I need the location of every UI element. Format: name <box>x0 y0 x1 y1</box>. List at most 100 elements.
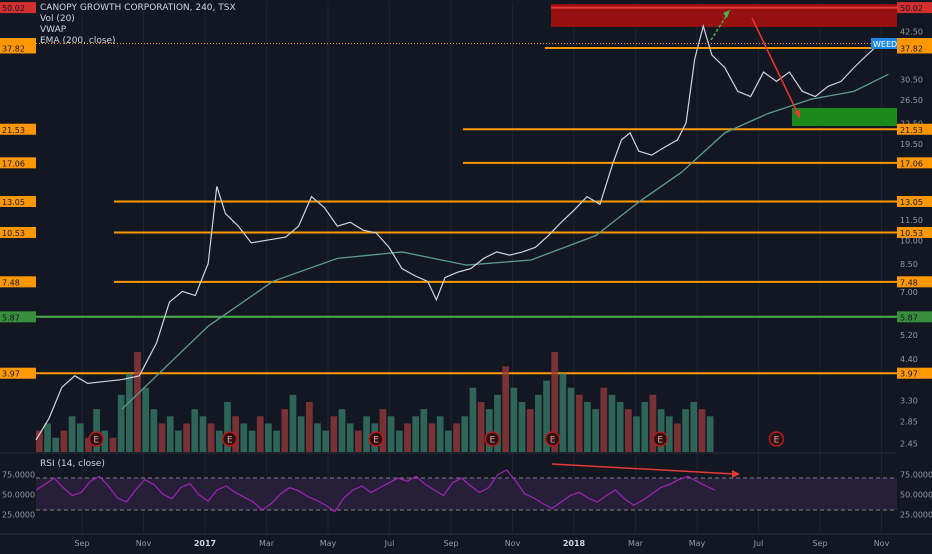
volume-bar <box>355 430 362 452</box>
volume-bar <box>248 430 256 452</box>
y-axis-tick-label: 10.53 <box>900 229 923 238</box>
volume-bar <box>273 430 280 452</box>
earnings-marker-label: E <box>657 436 663 446</box>
volume-bar <box>52 437 60 452</box>
volume-bar <box>592 409 599 452</box>
volume-bar <box>207 423 215 452</box>
x-axis-tick-label: May <box>689 539 706 548</box>
earnings-marker-label: E <box>373 436 379 446</box>
y-axis-price-tag <box>897 42 932 54</box>
volume-bar <box>428 423 436 452</box>
left-price-tag-label: 7.48 <box>2 278 20 287</box>
horizontal-levels <box>36 6 897 375</box>
volume-bar <box>68 416 76 452</box>
ticker-tag-label: WEED <box>873 40 897 49</box>
left-price-tag-label: 37.82 <box>2 44 25 53</box>
volume-bar <box>191 409 199 452</box>
volume-bar <box>502 366 509 452</box>
left-price-tag-label: 50.02 <box>2 4 25 13</box>
volume-bar <box>543 380 550 452</box>
volume-bar <box>224 402 231 452</box>
volume-bar <box>379 409 387 452</box>
volume-bar <box>166 416 174 452</box>
volume-bar <box>674 423 681 452</box>
y-axis-price-tag <box>897 276 932 288</box>
volume-bar <box>485 409 493 452</box>
volume-bar <box>469 387 477 452</box>
y-axis-tick-label: 2.45 <box>900 439 918 448</box>
rsi-axis-tick-label: 50.0000 <box>900 491 932 500</box>
y-axis-tick-label: 7.00 <box>900 288 918 297</box>
y-axis-tick-label: 3.97 <box>900 370 918 379</box>
y-axis-tick-label: 4.40 <box>900 355 918 364</box>
volume-bar <box>445 430 452 452</box>
volume-bar <box>363 416 370 452</box>
left-price-tag-label: 10.53 <box>2 229 25 238</box>
rsi-axis-tick-label-left: 50.0000 <box>2 491 35 500</box>
x-axis-tick-label: Sep <box>812 539 827 548</box>
volume-bar <box>641 402 649 452</box>
left-price-tag <box>0 2 36 14</box>
volume-bar <box>510 387 518 452</box>
target-zone <box>792 108 898 126</box>
left-price-tag <box>0 157 36 169</box>
ema-line <box>121 73 889 410</box>
legend-ema: EMA (200, close) <box>40 36 116 46</box>
earnings-marker-label: E <box>93 436 99 446</box>
volume-bar <box>76 423 84 452</box>
rsi-axis-tick-label: 25.0000 <box>900 511 932 520</box>
y-axis-tick-label: 8.50 <box>900 260 918 269</box>
y-axis-tick-label: 21.53 <box>900 126 923 135</box>
y-axis-tick-label: 50.02 <box>900 4 923 13</box>
earnings-marker <box>652 431 668 447</box>
volume-bar <box>265 423 272 452</box>
left-price-tag <box>0 276 36 288</box>
x-axis-tick-label: Sep <box>74 539 89 548</box>
volume-bar <box>330 416 338 452</box>
x-axis-tick-label: Nov <box>874 539 890 548</box>
resistance-zone <box>551 4 898 27</box>
x-axis-tick-label: Nov <box>505 539 521 548</box>
rsi-legend: RSI (14, close) <box>40 459 105 469</box>
volume-bar <box>518 402 526 452</box>
volume-bar <box>567 387 575 452</box>
y-axis-tick-label: 30.50 <box>900 75 923 84</box>
left-price-tag <box>0 226 36 238</box>
volume-bar <box>436 416 444 452</box>
left-price-tag-label: 5.87 <box>2 313 20 322</box>
volume-bar <box>706 416 714 452</box>
volume-bar <box>256 416 264 452</box>
y-axis-tick-label: 17.06 <box>900 159 923 168</box>
volume-bar <box>649 394 657 452</box>
volume-bar <box>158 423 166 452</box>
volume-bar <box>346 423 354 452</box>
volume-bar <box>305 402 313 452</box>
volume-bar <box>60 430 68 452</box>
volume-bar <box>494 394 501 452</box>
volume-bar <box>338 409 346 452</box>
left-price-tag <box>0 367 36 379</box>
x-axis-tick-label: Jul <box>384 539 395 548</box>
volume-bar <box>281 409 289 452</box>
y-axis-tick-label: 26.50 <box>900 96 923 105</box>
volume-bar <box>526 409 534 452</box>
volume-bar <box>690 402 698 452</box>
y-axis-tick-label: 42.50 <box>900 28 923 37</box>
volume-bar <box>559 373 567 452</box>
volume-bar <box>461 416 469 452</box>
earnings-marker <box>368 431 384 447</box>
volume-bar <box>420 409 428 452</box>
rsi-axis-tick-label-left: 75.0000 <box>2 471 35 480</box>
volume-bar <box>36 430 43 452</box>
left-price-tag <box>0 123 36 135</box>
volume-bar <box>289 394 297 452</box>
earnings-marker-label: E <box>774 436 780 446</box>
volume-bar <box>657 409 665 452</box>
earnings-marker <box>221 431 238 447</box>
volume-bar <box>665 416 673 452</box>
green-arrow-head <box>723 10 730 18</box>
volume-bar <box>625 409 632 452</box>
volume-bar <box>535 394 542 452</box>
